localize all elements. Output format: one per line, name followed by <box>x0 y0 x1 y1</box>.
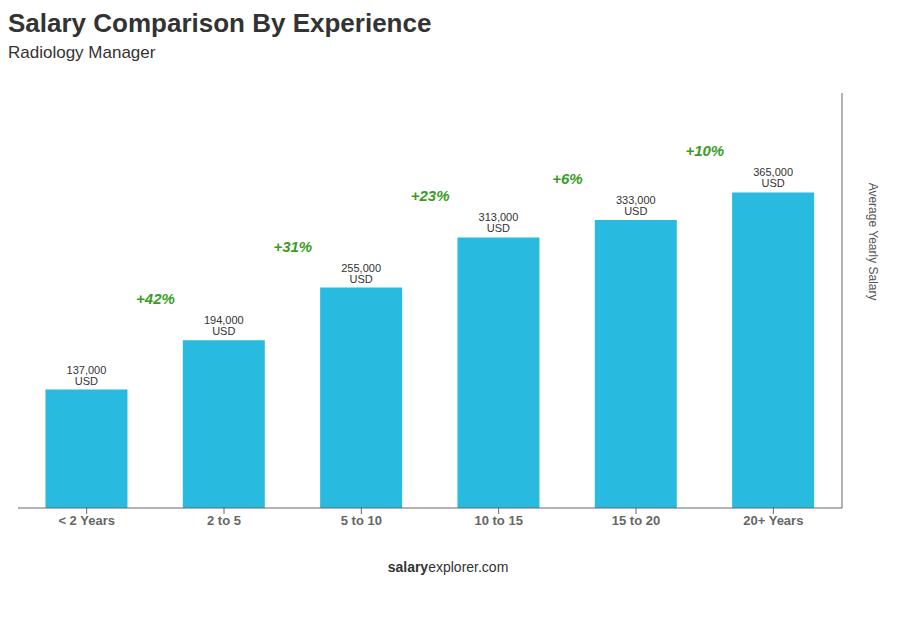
svg-text:255,000USD: 255,000USD <box>341 262 381 285</box>
svg-text:10 to 15: 10 to 15 <box>474 513 522 528</box>
svg-text:15 to 20: 15 to 20 <box>612 513 660 528</box>
html-text:Salary Comparison By Experienc: Salary Comparison By Experience <box>8 8 432 38</box>
html-text:Radiology Manager: Radiology Manager <box>8 43 156 62</box>
svg-text:+10%: +10% <box>685 142 724 159</box>
svg-text:333,000USD: 333,000USD <box>616 194 656 217</box>
svg-text:313,000USD: 313,000USD <box>479 211 519 234</box>
svg-text:< 2 Years: < 2 Years <box>58 513 115 528</box>
svg-text:5 to 10: 5 to 10 <box>341 513 382 528</box>
svg-text:365,000USD: 365,000USD <box>753 166 793 189</box>
svg-text:2 to 5: 2 to 5 <box>207 513 241 528</box>
html-text:salary explorer.com: salary explorer.com <box>387 559 509 575</box>
svg-text:137,000USD: 137,000USD <box>67 364 107 387</box>
svg-text:+31%: +31% <box>273 238 312 255</box>
svg-text:Average Yearly Salary: Average Yearly Salary <box>866 183 880 301</box>
svg-text:20+ Years: 20+ Years <box>743 513 803 528</box>
svg-text:+23%: +23% <box>411 187 450 204</box>
svg-text:+42%: +42% <box>136 290 175 307</box>
svg-text:194,000USD: 194,000USD <box>204 314 244 337</box>
svg-text:+6%: +6% <box>552 170 582 187</box>
